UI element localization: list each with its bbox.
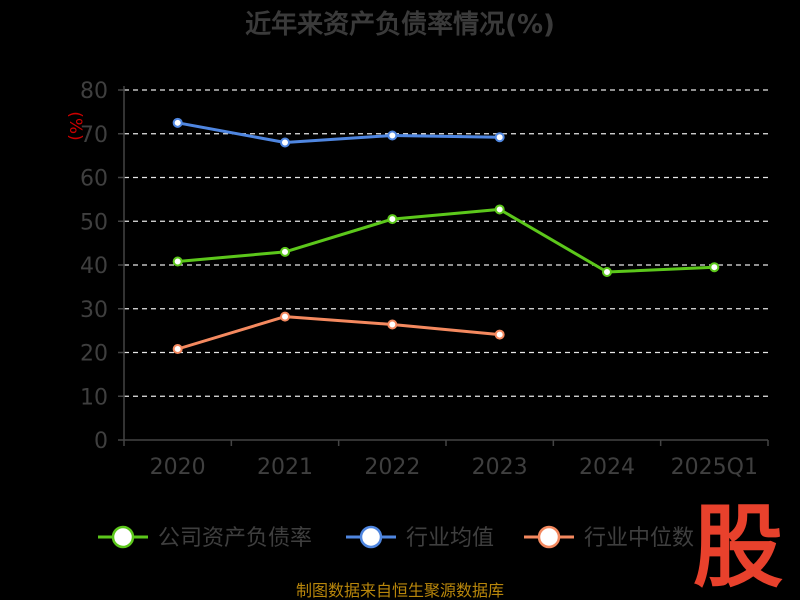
source-note: 制图数据来自恒生聚源数据库: [296, 581, 504, 600]
legend-label: 公司资产负债率: [158, 526, 312, 551]
legend-item[interactable]: 公司资产负债率: [98, 525, 312, 551]
series-line: [177, 121, 500, 144]
data-point[interactable]: [387, 130, 398, 141]
legend-marker: [359, 525, 383, 549]
data-point[interactable]: [387, 319, 398, 330]
y-tick-label: 20: [80, 342, 108, 367]
data-point[interactable]: [494, 204, 505, 215]
x-tick-label: 2025Q1: [671, 455, 758, 480]
data-point[interactable]: [709, 262, 720, 273]
x-tick-label: 2022: [364, 455, 420, 480]
series-group: [172, 311, 505, 354]
y-tick-label: 30: [80, 298, 108, 323]
legend-label: 行业均值: [406, 526, 494, 551]
series-group: [172, 204, 720, 277]
legend[interactable]: 公司资产负债率 行业均值 行业中位数: [98, 525, 694, 551]
x-tick-label: 2023: [472, 455, 528, 480]
y-tick-label: 80: [80, 79, 108, 104]
y-tick-label: 50: [80, 210, 108, 235]
legend-item[interactable]: 行业中位数: [524, 525, 694, 551]
series-group: [172, 117, 505, 148]
y-tick-label: 40: [80, 254, 108, 279]
data-point[interactable]: [280, 311, 290, 322]
data-point[interactable]: [280, 246, 290, 257]
legend-label: 行业中位数: [584, 526, 694, 551]
series-line: [177, 207, 715, 274]
x-tick-label: 2020: [150, 455, 206, 480]
data-point[interactable]: [494, 132, 505, 143]
x-tick-label: 2024: [579, 455, 635, 480]
axes: 0 10 20 30 40 50 60 70 80 2020 2021 2022 2023 2024 202…: [80, 79, 769, 480]
x-tick-label: 2021: [257, 455, 313, 480]
y-tick-label: 70: [80, 123, 108, 148]
series-layer: [172, 117, 720, 354]
legend-marker: [111, 525, 135, 549]
data-point[interactable]: [280, 137, 290, 148]
chart-title: 近年来资产负债率情况(%): [245, 9, 555, 40]
data-point[interactable]: [387, 214, 398, 225]
data-point[interactable]: [494, 329, 505, 340]
legend-item[interactable]: 行业均值: [346, 525, 494, 551]
y-tick-label: 60: [80, 167, 108, 192]
y-tick-label: 0: [94, 429, 108, 454]
series-line: [177, 315, 500, 351]
data-point[interactable]: [172, 344, 183, 354]
y-axis-unit: (%): [65, 111, 85, 140]
data-point[interactable]: [602, 267, 612, 277]
data-point[interactable]: [172, 117, 183, 128]
logo-mark: 股: [693, 495, 783, 600]
y-tick-label: 10: [80, 385, 108, 410]
legend-marker: [537, 525, 561, 549]
data-point[interactable]: [172, 256, 183, 267]
